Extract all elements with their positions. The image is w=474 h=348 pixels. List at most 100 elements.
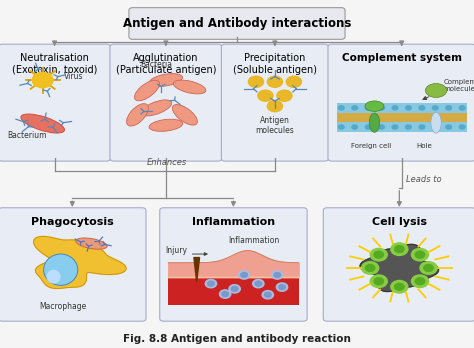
FancyBboxPatch shape: [160, 208, 307, 321]
Ellipse shape: [425, 84, 447, 97]
Circle shape: [262, 291, 273, 299]
Circle shape: [205, 279, 217, 288]
Circle shape: [222, 292, 228, 296]
Circle shape: [432, 125, 438, 129]
Circle shape: [392, 125, 398, 129]
Bar: [337, 122, 467, 132]
Circle shape: [264, 292, 271, 297]
Circle shape: [352, 125, 357, 129]
Circle shape: [274, 272, 281, 277]
Circle shape: [365, 125, 371, 129]
Circle shape: [276, 283, 288, 291]
Text: Bacterium: Bacterium: [7, 131, 46, 140]
FancyBboxPatch shape: [0, 44, 110, 161]
Circle shape: [338, 125, 344, 129]
Circle shape: [394, 283, 404, 290]
Polygon shape: [194, 258, 200, 282]
Text: Complement system: Complement system: [342, 53, 462, 63]
Polygon shape: [34, 236, 126, 288]
Text: Fig. 8.8 Antigen and antibody reaction: Fig. 8.8 Antigen and antibody reaction: [123, 334, 351, 344]
Circle shape: [365, 106, 371, 110]
Circle shape: [248, 76, 264, 87]
Polygon shape: [360, 244, 438, 292]
Bar: [337, 113, 467, 122]
Ellipse shape: [173, 104, 197, 125]
Circle shape: [32, 72, 53, 88]
Text: Bacteria: Bacteria: [140, 60, 173, 69]
Text: Antigen and Antibody interactions: Antigen and Antibody interactions: [123, 17, 351, 30]
Bar: [168, 277, 299, 304]
Circle shape: [241, 272, 247, 277]
Circle shape: [362, 262, 379, 274]
Text: Cell lysis: Cell lysis: [372, 217, 427, 227]
Text: Agglutination
(Particulate antigen): Agglutination (Particulate antigen): [116, 53, 216, 75]
Bar: [337, 103, 467, 113]
Circle shape: [432, 106, 438, 110]
Circle shape: [419, 125, 425, 129]
Ellipse shape: [369, 113, 380, 132]
FancyBboxPatch shape: [110, 44, 222, 161]
Ellipse shape: [149, 119, 183, 131]
Text: Precipitation
(Soluble antigen): Precipitation (Soluble antigen): [233, 53, 317, 75]
Text: Foreign cell: Foreign cell: [351, 143, 391, 149]
Circle shape: [229, 285, 240, 293]
FancyBboxPatch shape: [323, 208, 474, 321]
Circle shape: [379, 125, 384, 129]
Circle shape: [231, 286, 238, 291]
Text: Hole: Hole: [416, 143, 432, 149]
Circle shape: [415, 251, 425, 258]
Ellipse shape: [431, 112, 441, 133]
Circle shape: [255, 281, 262, 286]
Circle shape: [446, 106, 452, 110]
Text: Leads to: Leads to: [406, 175, 442, 184]
Circle shape: [391, 243, 408, 255]
Circle shape: [370, 248, 387, 261]
Ellipse shape: [135, 80, 159, 101]
Ellipse shape: [46, 270, 61, 284]
Circle shape: [374, 278, 383, 285]
Text: Injury: Injury: [165, 246, 187, 255]
Ellipse shape: [141, 100, 172, 116]
Circle shape: [415, 278, 425, 285]
FancyBboxPatch shape: [328, 44, 474, 161]
Circle shape: [392, 106, 398, 110]
Text: Antigen
molecules: Antigen molecules: [255, 116, 294, 135]
Ellipse shape: [173, 80, 206, 94]
Circle shape: [370, 275, 387, 287]
Circle shape: [424, 264, 433, 271]
Circle shape: [267, 101, 283, 112]
Text: Phagocytosis: Phagocytosis: [31, 217, 114, 227]
Ellipse shape: [76, 238, 107, 249]
Circle shape: [411, 248, 428, 261]
Circle shape: [394, 246, 404, 253]
Circle shape: [459, 106, 465, 110]
Ellipse shape: [149, 74, 182, 86]
Circle shape: [365, 264, 375, 271]
Text: Macrophage: Macrophage: [39, 302, 87, 311]
Circle shape: [419, 106, 425, 110]
Circle shape: [374, 251, 383, 258]
FancyBboxPatch shape: [129, 8, 345, 39]
Circle shape: [379, 106, 384, 110]
Circle shape: [352, 106, 357, 110]
Circle shape: [446, 125, 452, 129]
FancyBboxPatch shape: [0, 208, 146, 321]
Circle shape: [219, 290, 231, 298]
Text: Neutralisation
(Exotoxin, toxoid): Neutralisation (Exotoxin, toxoid): [12, 53, 97, 75]
Circle shape: [258, 90, 273, 101]
Circle shape: [406, 106, 411, 110]
Ellipse shape: [127, 104, 148, 126]
Circle shape: [272, 271, 283, 279]
Ellipse shape: [44, 254, 78, 285]
Circle shape: [459, 125, 465, 129]
Circle shape: [208, 281, 214, 286]
Circle shape: [286, 76, 301, 87]
Ellipse shape: [365, 101, 384, 111]
Circle shape: [277, 90, 292, 101]
Text: Enhances: Enhances: [147, 158, 187, 167]
Circle shape: [411, 275, 428, 287]
Text: Inflammation: Inflammation: [192, 217, 275, 227]
Circle shape: [253, 279, 264, 288]
Text: Virus: Virus: [64, 72, 83, 81]
Circle shape: [279, 285, 285, 290]
